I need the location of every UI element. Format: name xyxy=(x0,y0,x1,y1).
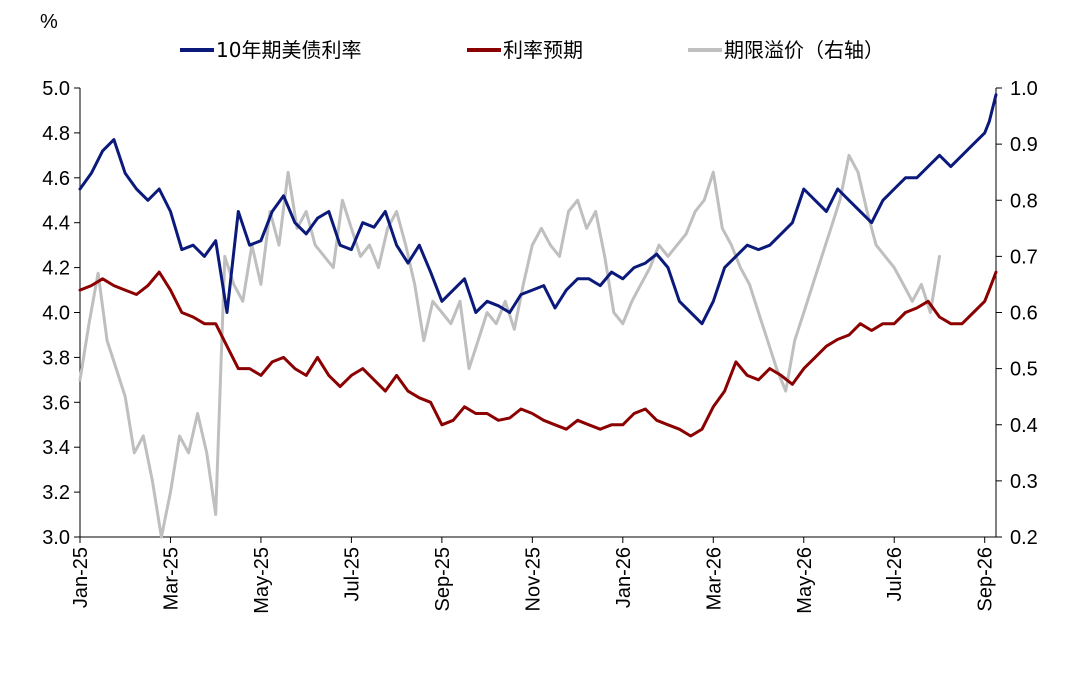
series-line-1 xyxy=(78,270,998,438)
y-left-tick-label: 4.2 xyxy=(42,258,70,280)
y-left-tick-label: 3.0 xyxy=(42,527,70,549)
x-tick-label: Mar-25 xyxy=(160,547,182,610)
y-left-unit-label: % xyxy=(40,11,58,33)
x-tick-label: Mar-26 xyxy=(703,547,725,610)
y-right-tick-label: 0.2 xyxy=(1010,527,1038,549)
x-tick-label: Sep-26 xyxy=(975,547,997,612)
y-right-tick-label: 0.4 xyxy=(1010,415,1038,437)
legend-label: 期限溢价（右轴） xyxy=(724,38,884,62)
x-tick-label: Nov-25 xyxy=(522,547,544,611)
x-tick-label: Sep-25 xyxy=(432,547,454,612)
y-left-tick-label: 3.4 xyxy=(42,437,70,459)
legend: 10年期美债利率 利率预期 期限溢价（右轴） xyxy=(180,38,884,62)
y-left-tick-label: 4.8 xyxy=(42,123,70,145)
x-tick-label: Jul-25 xyxy=(341,547,363,601)
legend-label: 10年期美债利率 xyxy=(216,38,361,62)
x-tick-label: Jan-25 xyxy=(70,547,92,608)
y-right-tick-label: 0.3 xyxy=(1010,471,1038,493)
x-tick-label: Jul-26 xyxy=(884,547,906,601)
x-tick-label: Jan-26 xyxy=(613,547,635,608)
y-right-tick-label: 0.9 xyxy=(1010,134,1038,156)
x-tick-label: May-26 xyxy=(794,547,816,614)
y-left-tick-label: 3.6 xyxy=(42,392,70,414)
series-layer xyxy=(78,93,998,539)
x-tick-label: May-25 xyxy=(251,547,273,614)
y-left-tick-label: 3.8 xyxy=(42,347,70,369)
y-left-tick-label: 3.2 xyxy=(42,482,70,504)
y-left-tick-label: 4.4 xyxy=(42,213,70,235)
y-left-tick-label: 4.0 xyxy=(42,303,70,325)
y-right-tick-label: 0.6 xyxy=(1010,303,1038,325)
y-right-tick-label: 0.5 xyxy=(1010,359,1038,381)
y-right-tick-label: 0.7 xyxy=(1010,246,1038,268)
axes: 3.0 3.2 3.4 3.6 3.8 4.0 4.2 4.4 4.6 4.8 5.0 0.2 0.3 0… xyxy=(42,78,1038,614)
y-left-tick-label: 5.0 xyxy=(42,78,70,100)
y-left-tick-label: 4.6 xyxy=(42,168,70,190)
y-right-tick-label: 0.8 xyxy=(1010,190,1038,212)
series-line-0 xyxy=(78,93,998,326)
y-right-tick-label: 1.0 xyxy=(1010,78,1038,100)
legend-label: 利率预期 xyxy=(503,38,583,62)
series-line-2 xyxy=(78,153,941,539)
